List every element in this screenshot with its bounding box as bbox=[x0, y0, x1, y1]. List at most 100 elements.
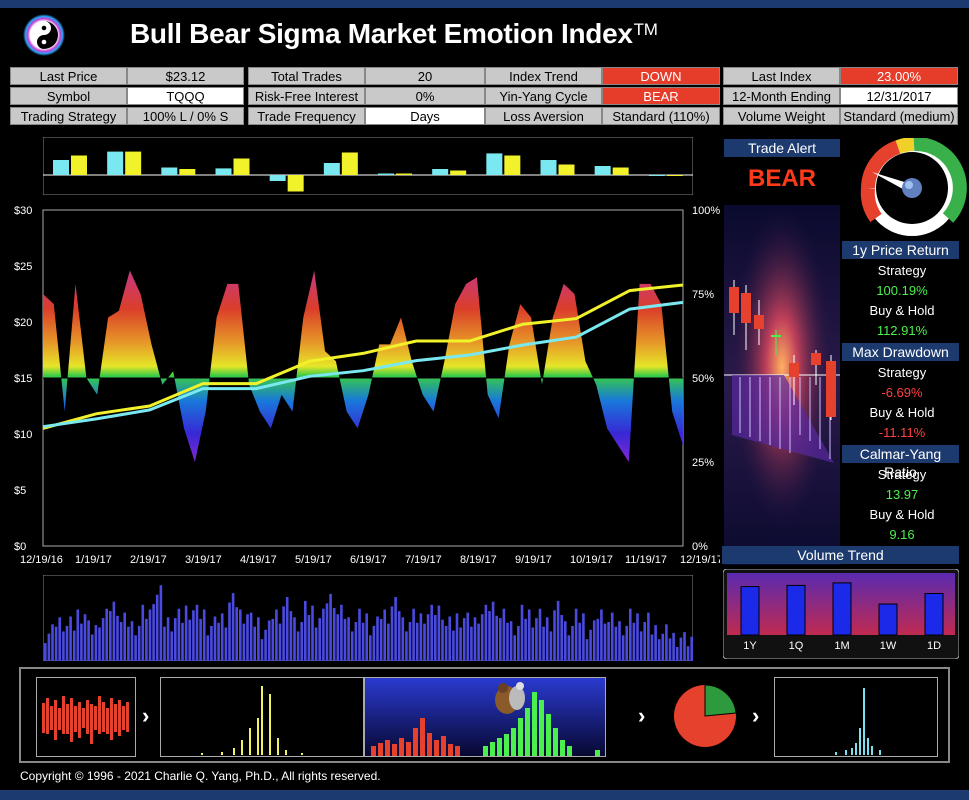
loss-aversion-label: Loss Aversion bbox=[485, 107, 602, 125]
volume-bar bbox=[545, 617, 549, 661]
index-trend-value: DOWN bbox=[602, 67, 720, 85]
strategy-value: 100% L / 0% S bbox=[127, 107, 244, 125]
volume-bar bbox=[235, 607, 238, 661]
volume-bar bbox=[621, 635, 625, 661]
volume-bar bbox=[278, 623, 282, 661]
volume-bar bbox=[246, 614, 249, 661]
volume-bar bbox=[195, 604, 199, 661]
mini-bar bbox=[287, 175, 304, 192]
volume-bar bbox=[549, 631, 553, 661]
volume-trend-label: 1D bbox=[927, 640, 941, 652]
risk-free-label: Risk-Free Interest bbox=[248, 87, 365, 105]
price-return-buyhold-label: Buy & Hold bbox=[869, 303, 935, 318]
volume-bar bbox=[600, 609, 603, 661]
volume-bar bbox=[340, 604, 343, 661]
y-right-tick-label: 50% bbox=[692, 373, 714, 385]
volume-bar bbox=[69, 616, 72, 661]
thumb-distribution-chart[interactable] bbox=[160, 677, 364, 757]
volume-bar bbox=[690, 636, 693, 661]
chevron-right-icon-3[interactable]: › bbox=[752, 703, 760, 728]
volume-bar bbox=[415, 622, 419, 661]
volume-trend-bar bbox=[924, 593, 944, 636]
calmar-strategy-label: Strategy bbox=[877, 467, 927, 482]
ending-date-input[interactable]: 12/31/2017 bbox=[840, 87, 958, 105]
thumb-bull-bear-chart[interactable] bbox=[364, 677, 606, 757]
volume-bar bbox=[564, 621, 567, 661]
mini-bar bbox=[432, 169, 449, 175]
volume-bar bbox=[502, 608, 506, 661]
frequency-select[interactable]: Days bbox=[365, 107, 485, 125]
volume-bar bbox=[582, 613, 585, 661]
y-right-tick-label: 75% bbox=[692, 289, 714, 301]
mini-bar bbox=[612, 167, 629, 175]
volume-bar bbox=[686, 646, 690, 661]
total-trades-value: 20 bbox=[365, 67, 485, 85]
copyright-text: Copyright © 1996 - 2021 Charlie Q. Yang,… bbox=[20, 769, 381, 783]
x-tick-label: 12/19/16 bbox=[20, 554, 63, 566]
volume-bar bbox=[83, 614, 87, 661]
candlestick-chart bbox=[724, 205, 840, 565]
volume-bar bbox=[145, 618, 148, 661]
volume-bar bbox=[430, 604, 433, 661]
x-tick-label: 2/19/17 bbox=[130, 554, 167, 566]
mini-bar bbox=[486, 153, 503, 175]
volume-bar bbox=[643, 622, 646, 661]
volume-bar bbox=[311, 605, 314, 661]
volume-bar bbox=[199, 618, 202, 661]
mini-bar bbox=[648, 175, 665, 176]
volume-bar bbox=[206, 635, 210, 661]
volume-bar bbox=[347, 617, 350, 661]
volume-bar bbox=[448, 616, 451, 661]
symbol-label: Symbol bbox=[10, 87, 127, 105]
volume-bar bbox=[657, 639, 661, 661]
mini-bar bbox=[71, 155, 87, 175]
volume-bar bbox=[531, 627, 535, 661]
emotion-index-area bbox=[43, 270, 683, 462]
volume-bar bbox=[661, 633, 665, 661]
volume-bar bbox=[257, 617, 260, 661]
volume-bar bbox=[632, 622, 636, 661]
x-tick-label: 9/19/17 bbox=[515, 554, 552, 566]
thumb-returns-chart[interactable] bbox=[36, 677, 136, 757]
volume-bar bbox=[477, 623, 480, 661]
drawdown-buyhold-value: -11.11% bbox=[878, 425, 926, 440]
volume-bar bbox=[293, 617, 296, 661]
thumb-signal-chart[interactable] bbox=[774, 677, 938, 757]
volume-bar bbox=[152, 604, 155, 661]
volume-bar bbox=[332, 608, 336, 661]
chevron-right-icon-2[interactable]: › bbox=[638, 703, 646, 728]
bull-bear-mascot-icon bbox=[495, 682, 525, 714]
index-trend-label: Index Trend bbox=[485, 67, 602, 85]
volume-bar bbox=[419, 613, 423, 661]
price-return-title: 1y Price Return bbox=[842, 241, 959, 259]
volume-bar bbox=[155, 594, 159, 661]
volume-bar bbox=[484, 604, 488, 661]
volume-trend-chart: 1Y 1Q 1M 1W 1D bbox=[723, 569, 959, 659]
volume-bar bbox=[607, 622, 610, 661]
volume-bar bbox=[253, 626, 256, 661]
info-grid: Last Price $23.12 Total Trades 20 Index … bbox=[10, 67, 960, 127]
y-left-tick-label: $0 bbox=[14, 541, 26, 553]
volume-bar bbox=[618, 621, 621, 661]
volume-bar bbox=[369, 635, 372, 661]
mini-bar bbox=[504, 155, 521, 175]
volume-bar bbox=[188, 619, 191, 661]
volume-bar bbox=[405, 631, 408, 661]
emotion-gauge bbox=[860, 138, 967, 236]
volume-bar bbox=[412, 608, 415, 661]
volume-bar bbox=[119, 622, 123, 661]
y-left-tick-label: $5 bbox=[14, 485, 26, 497]
thumb-pie-chart[interactable] bbox=[672, 683, 738, 749]
symbol-input[interactable]: TQQQ bbox=[127, 87, 244, 105]
x-tick-label: 7/19/17 bbox=[405, 554, 442, 566]
volume-bar bbox=[452, 630, 455, 661]
volume-bar bbox=[517, 625, 520, 661]
volume-bar bbox=[62, 631, 65, 661]
chevron-right-icon[interactable]: › bbox=[142, 703, 150, 728]
yin-yang-logo-icon bbox=[23, 14, 65, 56]
volume-bar bbox=[574, 608, 578, 661]
volume-bar bbox=[437, 605, 441, 661]
x-tick-label: 1/19/17 bbox=[75, 554, 112, 566]
volume-bar bbox=[654, 625, 657, 661]
volume-bar bbox=[665, 624, 668, 661]
